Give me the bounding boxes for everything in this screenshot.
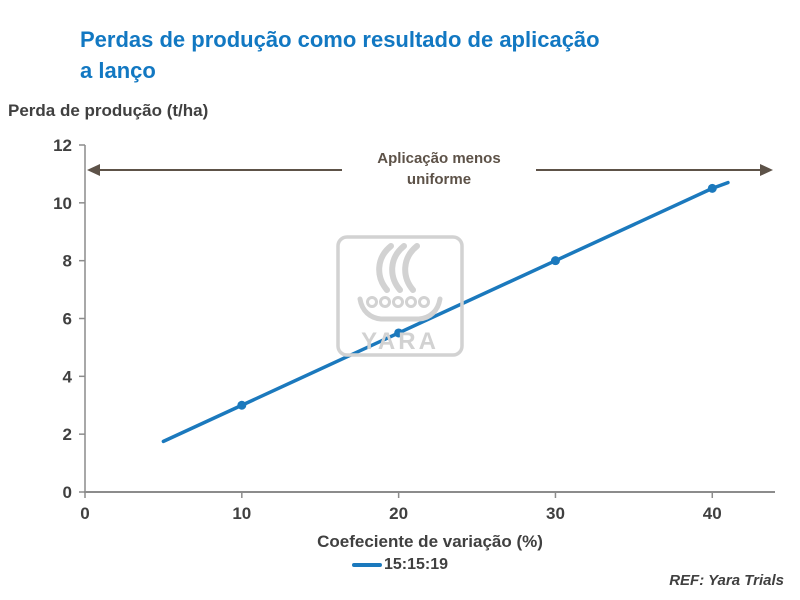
y-tick-label: 0 [63,483,72,502]
data-point [237,400,247,410]
data-point [394,328,404,338]
legend-line-swatch [351,563,382,567]
chart-title: Perdas de produção como resultado de apl… [80,27,600,84]
y-tick-label: 12 [53,136,72,155]
data-point [550,256,560,266]
data-point [707,183,717,193]
x-tick-label: 10 [232,504,251,523]
legend: 15:15:19 [0,556,800,574]
yara-ship-shield-icon [366,296,378,308]
arrowhead-right-icon [760,164,773,176]
x-tick-label: 40 [703,504,722,523]
yara-ship-sail-icon [376,243,394,293]
yara-ship-hull-icon [357,296,443,322]
x-tick-label: 30 [546,504,565,523]
yara-logo-frame [336,235,464,357]
annotation-text: Aplicação menos uniforme [377,150,501,188]
series-line [161,180,730,444]
legend-label: 15:15:19 [383,556,449,573]
x-axis-title: Coefeciente de variação (%) [317,532,543,551]
y-tick-label: 6 [63,310,72,329]
reference-note: REF: Yara Trials [669,572,784,589]
y-tick-label: 8 [63,252,72,271]
y-tick-label: 10 [53,194,72,213]
yara-ship-shield-icon [379,296,391,308]
x-tick-label: 0 [80,504,89,523]
arrowhead-left-icon [87,164,100,176]
yara-ship-sail-icon [402,243,420,293]
y-axis-title: Perda de produção (t/ha) [8,101,209,120]
yara-watermark-text: YARA [361,328,439,355]
yara-ship-sail-icon [389,243,407,293]
yara-ship-shield-icon [392,296,404,308]
x-tick-label: 20 [389,504,408,523]
yara-ship-shield-icon [418,296,430,308]
y-tick-label: 2 [63,425,72,444]
y-tick-label: 4 [63,367,73,386]
yara-ship-shield-icon [405,296,417,308]
